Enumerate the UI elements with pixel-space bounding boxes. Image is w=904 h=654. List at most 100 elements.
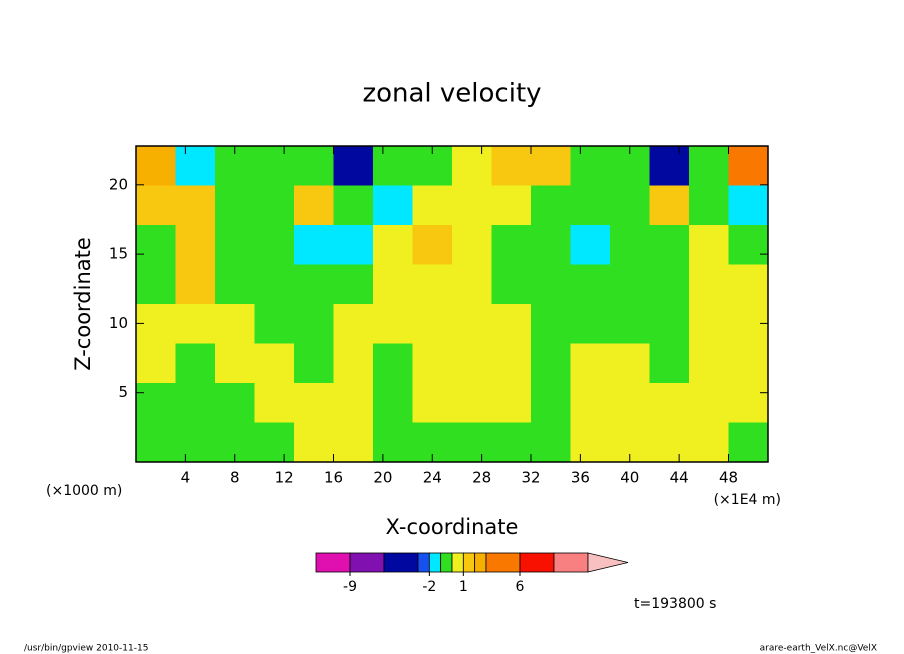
field-cell (649, 225, 690, 265)
field-cell (452, 225, 492, 265)
field-cell (136, 264, 176, 305)
field-cell (333, 422, 374, 463)
x-tick-label: 40 (620, 469, 639, 487)
field-cell (373, 264, 413, 305)
field-cell (294, 264, 334, 305)
field-cell (570, 383, 611, 423)
field-cell (175, 185, 216, 226)
field-cell (294, 383, 334, 423)
field-cell (254, 422, 295, 463)
field-cell (689, 383, 729, 423)
colorbar-box (417, 552, 430, 573)
field-cell (452, 264, 492, 305)
field-cell (136, 225, 176, 265)
colorbar-box (519, 552, 555, 573)
x-tick-label: 36 (571, 469, 590, 487)
field-cell (531, 225, 571, 265)
plot-frame (135, 145, 769, 463)
field-cell (728, 264, 769, 305)
field-cell (610, 343, 650, 384)
field-cell (254, 304, 295, 344)
y-tick-label: 15 (109, 245, 128, 263)
field-cell (294, 304, 334, 344)
field-cell (254, 383, 295, 423)
field-cell (215, 383, 255, 423)
field-cell (294, 343, 334, 384)
colorbar-box (440, 552, 453, 573)
field-cell (136, 343, 176, 384)
field-cell (491, 264, 532, 305)
field-cell (491, 343, 532, 384)
field-cell (689, 264, 729, 305)
field-cell (412, 383, 453, 423)
colorbar-box (553, 552, 589, 573)
x-tick-label: 4 (181, 469, 191, 487)
field-cell (333, 383, 374, 423)
field-cell (215, 185, 255, 226)
field-cell (373, 185, 413, 226)
field-cell (175, 264, 216, 305)
field-cell (531, 264, 571, 305)
colorbar-box (462, 552, 476, 573)
field-cell (728, 146, 769, 186)
field-cell (610, 304, 650, 344)
field-cell (491, 383, 532, 423)
colorbar-box (451, 552, 464, 573)
field-cell (531, 343, 571, 384)
y-tick-label: 5 (118, 383, 128, 401)
field-cell (136, 146, 176, 186)
chart-title: zonal velocity (362, 79, 541, 109)
field-cell (728, 422, 769, 463)
field-cell (649, 304, 690, 344)
field-cell (610, 264, 650, 305)
x-tick-label: 12 (275, 469, 294, 487)
field-cell (175, 383, 216, 423)
field-cell (649, 422, 690, 463)
field-cell (452, 383, 492, 423)
field-cell (728, 383, 769, 423)
field-cell (136, 383, 176, 423)
colorbar-box (474, 552, 487, 573)
field-cell (491, 185, 532, 226)
colorbar-tick-label: 6 (516, 579, 525, 595)
field-cell (373, 304, 413, 344)
field-cell (689, 225, 729, 265)
field-cell (333, 304, 374, 344)
field-cell (452, 146, 492, 186)
y-axis-label: Z-coordinate (71, 237, 95, 371)
field-cell (373, 343, 413, 384)
field-cell (254, 225, 295, 265)
field-cell (570, 146, 611, 186)
field-cell (491, 422, 532, 463)
field-cell (610, 185, 650, 226)
field-cell (175, 225, 216, 265)
field-cell (570, 264, 611, 305)
field-cell (689, 146, 729, 186)
field-cell (649, 264, 690, 305)
x-unit-note: (×1000 m) (46, 483, 122, 499)
field-cell (610, 225, 650, 265)
field-cell (373, 422, 413, 463)
field-cell (136, 422, 176, 463)
x-axis-label: X-coordinate (386, 515, 519, 539)
field-cell (452, 343, 492, 384)
field-cell (333, 146, 374, 186)
footer-right: arare-earth_VelX.nc@VelX (760, 644, 877, 654)
field-cell (175, 146, 216, 186)
field-cell (294, 146, 334, 186)
colorbar-tick-label: -9 (343, 579, 357, 595)
field-cell (412, 264, 453, 305)
field-cell (254, 146, 295, 186)
field-cell (531, 185, 571, 226)
field-cell (531, 383, 571, 423)
field-cell (570, 225, 611, 265)
field-cell (412, 225, 453, 265)
x-scale-note: (×1E4 m) (714, 492, 781, 508)
field-cell (728, 185, 769, 226)
field-cell (689, 185, 729, 226)
field-cell (215, 304, 255, 344)
field-cell (373, 146, 413, 186)
field-cell (333, 185, 374, 226)
